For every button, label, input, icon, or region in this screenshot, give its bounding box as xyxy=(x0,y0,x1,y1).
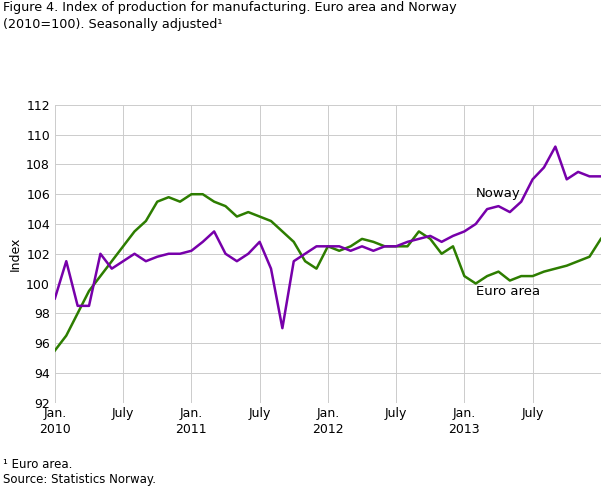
Text: Euro area: Euro area xyxy=(476,285,540,299)
Y-axis label: Index: Index xyxy=(9,237,22,271)
Text: ¹ Euro area.
Source: Statistics Norway.: ¹ Euro area. Source: Statistics Norway. xyxy=(3,458,156,486)
Text: Figure 4. Index of production for manufacturing. Euro area and Norway: Figure 4. Index of production for manufa… xyxy=(3,1,457,14)
Text: (2010=100). Seasonally adjusted¹: (2010=100). Seasonally adjusted¹ xyxy=(3,18,223,31)
Text: Noway: Noway xyxy=(476,187,520,200)
